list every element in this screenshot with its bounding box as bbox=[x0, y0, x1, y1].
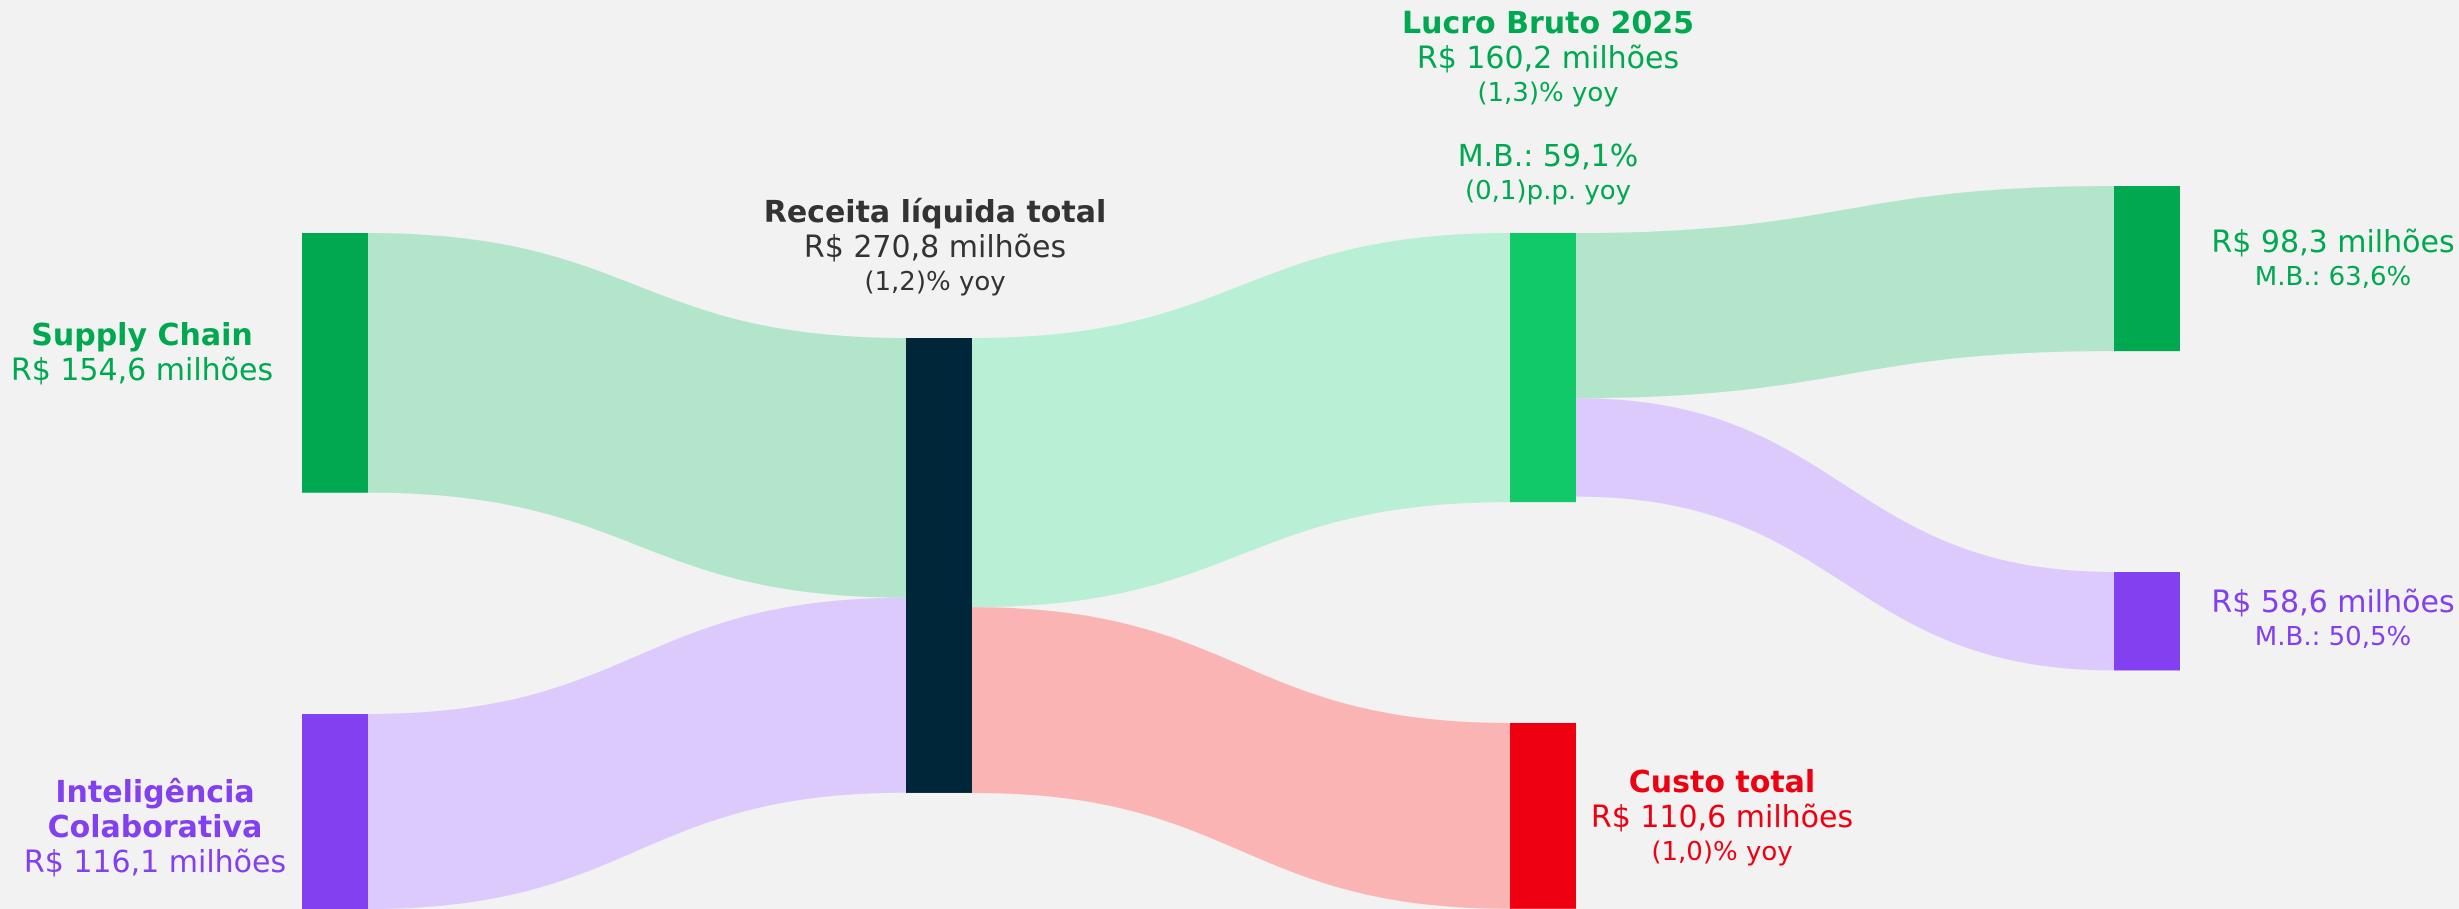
node-value: R$ 154,6 milhões bbox=[10, 353, 274, 388]
node-label: Inteligência Colaborativa R$ 116,1 milhõe… bbox=[5, 775, 305, 880]
node-note: M.B.: 63,6% bbox=[2254, 262, 2412, 292]
node-value: R$ 116,1 milhões bbox=[23, 845, 287, 880]
node-label: Lucro Bruto 2025 R$ 160,2 milhões (1,3)% y… bbox=[1338, 6, 1758, 209]
node bbox=[906, 338, 972, 793]
node bbox=[302, 714, 368, 909]
node-value: R$ 58,6 milhões bbox=[2211, 585, 2455, 620]
node bbox=[1510, 233, 1576, 503]
node-note: (1,0)% yoy bbox=[1651, 837, 1793, 867]
node-value: R$ 160,2 milhões bbox=[1416, 41, 1680, 76]
node bbox=[302, 233, 368, 493]
link bbox=[1576, 398, 2114, 671]
node-label: Custo total R$ 110,6 milhões (1,0)% yoy bbox=[1542, 765, 1902, 870]
node-label: Supply Chain R$ 154,6 milhões bbox=[0, 318, 292, 388]
node bbox=[1510, 723, 1576, 909]
node-note: (1,2)% yoy bbox=[864, 267, 1006, 297]
node-label: R$ 98,3 milhões M.B.: 63,6% bbox=[2183, 225, 2459, 295]
node-name: Lucro Bruto 2025 bbox=[1401, 6, 1695, 41]
node-name: Supply Chain bbox=[31, 318, 253, 353]
link bbox=[1576, 186, 2114, 399]
node-name: Custo total bbox=[1628, 765, 1816, 800]
node-value: R$ 98,3 milhões bbox=[2211, 225, 2455, 260]
node-value: R$ 110,6 milhões bbox=[1590, 800, 1854, 835]
link bbox=[972, 607, 1510, 909]
node-label: Receita líquida total R$ 270,8 milhões (1,… bbox=[725, 195, 1145, 300]
link bbox=[368, 233, 906, 598]
node-note: M.B.: 59,1% bbox=[1457, 139, 1639, 174]
node-value: R$ 270,8 milhões bbox=[803, 230, 1067, 265]
node-note: (1,3)% yoy bbox=[1477, 78, 1619, 108]
link bbox=[972, 233, 1510, 608]
node bbox=[2114, 186, 2180, 352]
node-note: (0,1)p.p. yoy bbox=[1464, 176, 1632, 206]
node-name: Receita líquida total bbox=[763, 195, 1107, 230]
node-note: M.B.: 50,5% bbox=[2254, 622, 2412, 652]
link bbox=[368, 597, 906, 909]
node-name: Inteligência Colaborativa bbox=[47, 775, 263, 845]
node-label: R$ 58,6 milhões M.B.: 50,5% bbox=[2183, 585, 2459, 655]
node bbox=[2114, 572, 2180, 671]
